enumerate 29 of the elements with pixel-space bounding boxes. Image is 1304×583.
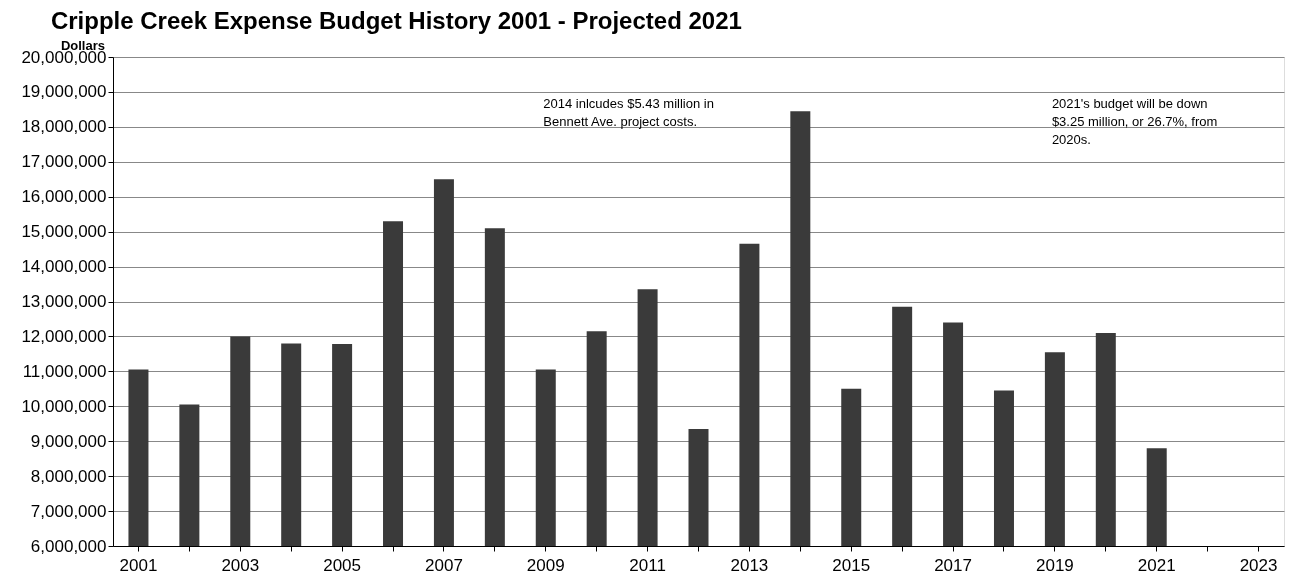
y-tick-label: 6,000,000: [30, 536, 107, 556]
x-tick-label: 2009: [526, 555, 565, 575]
x-tick-label: 2005: [323, 555, 362, 575]
annotation: 2021's budget will be down $3.25 million, or 26.7%, from 2020s.: [1051, 95, 1218, 147]
annotation: 2014 inlcudes $5.43 million in Bennett Ave. project costs.: [543, 95, 714, 129]
x-tick-label: 2023: [1239, 555, 1278, 575]
y-tick-label: 8,000,000: [30, 466, 107, 486]
y-tick-label: 11,000,000: [22, 361, 107, 381]
x-tick-label: 2011: [629, 555, 666, 575]
y-tick-label: 13,000,000: [21, 292, 107, 311]
y-tick-label: 16,000,000: [21, 187, 107, 207]
y-tick-label: 10,000,000: [21, 396, 107, 416]
x-tick-label: 2019: [1035, 555, 1074, 575]
y-tick-label: 18,000,000: [21, 117, 107, 137]
y-tick-label: 14,000,000: [21, 257, 107, 277]
y-tick-label: 19,000,000: [21, 82, 107, 102]
x-tick-label: 2017: [934, 555, 972, 575]
x-tick-label: 2021: [1137, 555, 1176, 575]
x-tick-label: 2001: [119, 555, 158, 575]
x-tick-label: 2015: [832, 555, 871, 575]
x-tick-label: 2007: [425, 555, 463, 575]
y-tick-label: 17,000,000: [21, 152, 107, 172]
y-tick-label: 15,000,000: [21, 222, 107, 242]
x-tick-label: 2003: [221, 555, 260, 575]
chart-title: Cripple Creek Expense Budget History 2001 - Projected 2021: [50, 7, 742, 34]
y-tick-label: 9,000,000: [30, 431, 107, 451]
y-tick-label: 12,000,000: [21, 326, 107, 346]
y-tick-label: 7,000,000: [30, 501, 107, 521]
x-tick-label: 2013: [730, 555, 769, 575]
